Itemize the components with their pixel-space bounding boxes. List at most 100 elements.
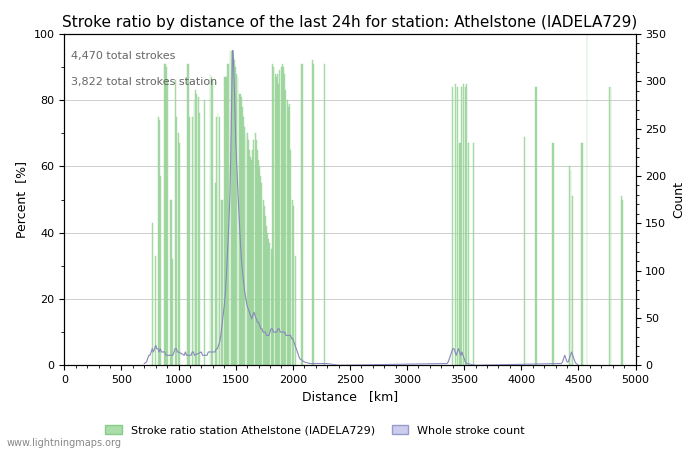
Bar: [209, 74, 211, 365]
Bar: [258, 160, 259, 365]
Bar: [179, 143, 180, 365]
Title: Stroke ratio by distance of the last 24h for station: Athelstone (IADELA729): Stroke ratio by distance of the last 24h…: [62, 15, 638, 30]
Bar: [253, 140, 254, 365]
Bar: [266, 226, 267, 365]
Bar: [286, 100, 288, 365]
Bar: [187, 64, 188, 365]
Bar: [176, 117, 177, 365]
Bar: [155, 256, 156, 365]
Bar: [621, 196, 622, 365]
Bar: [610, 87, 612, 365]
Bar: [159, 120, 160, 365]
Bar: [215, 183, 216, 365]
Bar: [552, 143, 553, 365]
Bar: [284, 74, 286, 365]
Bar: [259, 166, 260, 365]
Bar: [228, 64, 230, 365]
Bar: [170, 200, 171, 365]
Bar: [175, 80, 176, 365]
Bar: [196, 94, 197, 365]
Bar: [212, 80, 213, 365]
Bar: [166, 67, 167, 365]
Bar: [265, 216, 266, 365]
Bar: [267, 233, 268, 365]
Bar: [282, 64, 283, 365]
Bar: [264, 206, 265, 365]
Bar: [216, 117, 217, 365]
Bar: [278, 84, 279, 365]
Bar: [281, 67, 282, 365]
Bar: [221, 200, 222, 365]
Bar: [225, 77, 226, 365]
Bar: [226, 77, 227, 365]
Legend: Stroke ratio station Athelstone (IADELA729), Whole stroke count: Stroke ratio station Athelstone (IADELA7…: [101, 421, 529, 440]
Bar: [199, 113, 200, 365]
Bar: [234, 60, 235, 365]
Bar: [301, 64, 302, 365]
Bar: [459, 143, 460, 365]
Y-axis label: Percent  [%]: Percent [%]: [15, 161, 28, 238]
Bar: [312, 60, 314, 365]
Bar: [465, 87, 466, 365]
Bar: [249, 150, 250, 365]
Bar: [272, 64, 273, 365]
Bar: [289, 104, 290, 365]
Bar: [246, 133, 248, 365]
Bar: [272, 256, 273, 365]
Bar: [466, 84, 467, 365]
Bar: [178, 133, 179, 365]
Bar: [468, 143, 469, 365]
Bar: [569, 166, 570, 365]
Bar: [293, 206, 295, 365]
Bar: [257, 150, 258, 365]
Bar: [240, 94, 241, 365]
Bar: [581, 143, 582, 365]
Bar: [582, 143, 583, 365]
Y-axis label: Count: Count: [672, 181, 685, 218]
Bar: [452, 87, 453, 365]
Text: 3,822 total strokes station: 3,822 total strokes station: [71, 77, 218, 87]
Bar: [290, 150, 291, 365]
Bar: [222, 200, 223, 365]
Bar: [277, 74, 278, 365]
Bar: [235, 67, 236, 365]
Bar: [233, 57, 234, 365]
X-axis label: Distance   [km]: Distance [km]: [302, 391, 398, 404]
Bar: [160, 176, 161, 365]
Bar: [158, 117, 159, 365]
Bar: [250, 157, 251, 365]
Bar: [570, 170, 571, 365]
Bar: [198, 97, 199, 365]
Bar: [324, 64, 325, 365]
Bar: [271, 249, 272, 365]
Bar: [457, 87, 458, 365]
Bar: [268, 239, 270, 365]
Bar: [244, 127, 245, 365]
Bar: [167, 80, 168, 365]
Text: 4,470 total strokes: 4,470 total strokes: [71, 50, 176, 60]
Bar: [461, 87, 463, 365]
Bar: [243, 117, 244, 365]
Text: www.lightningmaps.org: www.lightningmaps.org: [7, 438, 122, 448]
Bar: [262, 200, 264, 365]
Bar: [230, 50, 232, 365]
Bar: [622, 200, 623, 365]
Bar: [251, 160, 252, 365]
Bar: [279, 70, 280, 365]
Bar: [274, 74, 276, 365]
Bar: [454, 84, 456, 365]
Bar: [189, 117, 190, 365]
Bar: [242, 107, 243, 365]
Bar: [165, 64, 166, 365]
Bar: [218, 117, 220, 365]
Bar: [260, 176, 261, 365]
Bar: [473, 143, 474, 365]
Bar: [237, 77, 239, 365]
Bar: [172, 259, 174, 365]
Bar: [193, 100, 195, 365]
Bar: [256, 140, 257, 365]
Bar: [302, 64, 303, 365]
Bar: [224, 77, 225, 365]
Bar: [536, 87, 537, 365]
Bar: [188, 64, 189, 365]
